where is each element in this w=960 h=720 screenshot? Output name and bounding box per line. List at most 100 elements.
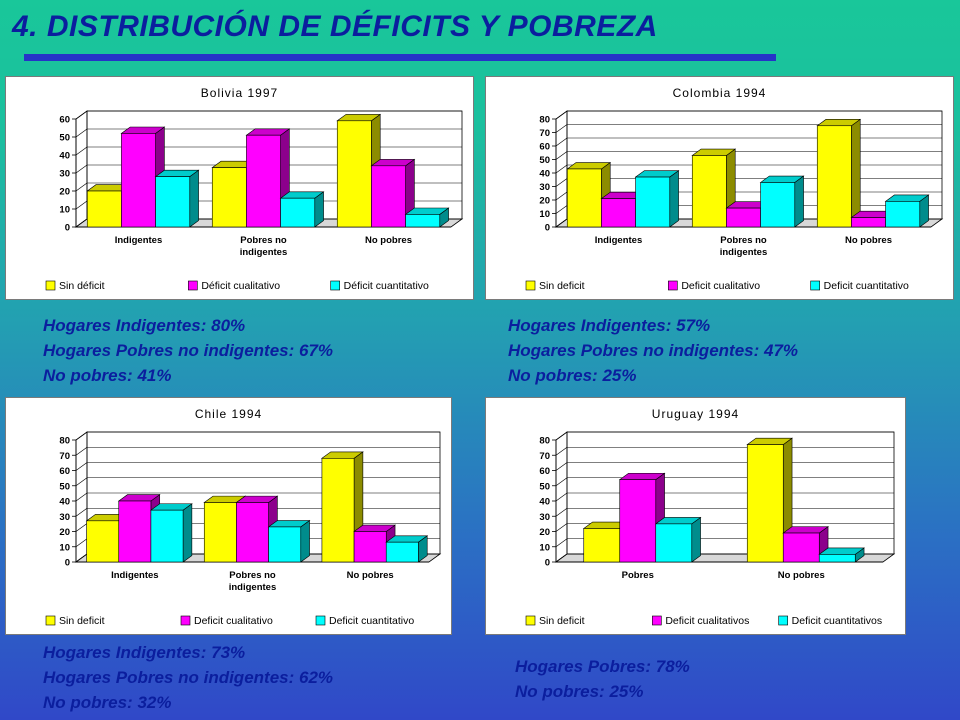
bar (86, 190, 122, 228)
y-tick-label: 0 (545, 223, 550, 234)
caption-line: No pobres: 25% (515, 682, 644, 701)
chart-panel-chile: Chile 1994 0 10 20 30 40 50 60 70 80 Indigentes Pob… (5, 397, 452, 635)
legend-label: Deficit cualitativo (194, 615, 273, 627)
legend-label: Sin deficit (539, 615, 585, 627)
x-tick-label: Pobres no (229, 570, 276, 581)
bar (118, 500, 152, 563)
gridline (555, 477, 568, 486)
bar-side (300, 519, 310, 563)
y-tick-label: 30 (59, 512, 70, 523)
bar (353, 531, 387, 563)
gridline (555, 137, 568, 147)
x-tick-label: Pobres no (720, 235, 767, 246)
gridline (555, 538, 568, 547)
x-tick-label: Indigentes (111, 570, 159, 581)
bar (321, 457, 355, 563)
legend-label: Déficit cuantitativo (344, 280, 429, 292)
chart-panel-colombia: Colombia 1994 0 10 20 30 40 50 60 70 80 Indigentes… (485, 76, 954, 300)
caption-line: Hogares Indigentes: 57% (508, 316, 711, 335)
legend-swatch (778, 615, 788, 626)
y-tick-label: 10 (539, 209, 550, 220)
x-tick-label: Indigentes (595, 235, 643, 246)
bar (385, 541, 419, 563)
bar (655, 523, 693, 563)
legend-swatch (180, 615, 191, 626)
legend-swatch (45, 280, 56, 291)
x-tick-label: Pobres (622, 570, 654, 581)
bar-side (794, 175, 804, 228)
chart-panel-uruguay: Uruguay 1994 0 10 20 30 40 50 60 70 80 Pobres No po… (485, 397, 906, 635)
bar (86, 520, 120, 563)
y-tick-label: 50 (59, 133, 70, 144)
bar-side (691, 516, 701, 563)
x-tick-label: No pobres (778, 570, 825, 581)
legend-swatch (525, 280, 536, 291)
gridline (555, 447, 568, 456)
legend-swatch (45, 615, 56, 626)
caption-chile: Hogares Indigentes: 73% Hogares Pobres n… (43, 640, 333, 715)
caption-line: Hogares Pobres: 78% (515, 657, 690, 676)
caption-line: No pobres: 41% (43, 366, 172, 385)
y-tick-label: 20 (59, 187, 70, 198)
gridline (555, 462, 568, 471)
x-tick-label: Pobres no (240, 235, 287, 246)
gridline (75, 218, 88, 228)
gridline (555, 523, 568, 532)
y-tick-label: 60 (59, 466, 70, 477)
gridline (75, 508, 88, 517)
y-tick-label: 10 (539, 542, 550, 553)
bar (246, 134, 281, 228)
chart-title: Chile 1994 (195, 407, 262, 421)
bar-side (182, 503, 193, 563)
y-tick-label: 50 (539, 155, 550, 166)
gridline (555, 553, 568, 563)
chart-title: Colombia 1994 (673, 86, 767, 100)
gridline (555, 431, 568, 441)
y-tick-label: 0 (65, 223, 70, 234)
gridline (75, 477, 88, 486)
chart-title: Uruguay 1994 (652, 407, 739, 421)
legend-label: Deficit cuantitativos (792, 615, 882, 627)
bar (280, 197, 316, 228)
y-tick-label: 80 (539, 115, 550, 126)
y-tick-label: 0 (545, 558, 550, 569)
gridline (555, 110, 568, 120)
bar (150, 509, 184, 563)
y-tick-label: 70 (59, 451, 70, 462)
gridline (555, 492, 568, 502)
bar (121, 133, 156, 228)
y-tick-label: 30 (59, 169, 70, 180)
y-tick-label: 60 (59, 115, 70, 126)
x-tick-label: Indigentes (115, 235, 163, 246)
legend-swatch (525, 615, 536, 626)
bar (691, 155, 727, 228)
gridline (555, 191, 568, 201)
legend-label: Deficit cualitativos (665, 615, 749, 627)
gridline (75, 110, 88, 120)
caption-uruguay: Hogares Pobres: 78% No pobres: 25% (515, 654, 690, 704)
y-tick-label: 70 (539, 128, 550, 139)
bar (726, 207, 761, 228)
gridline (75, 492, 88, 502)
legend-swatch (330, 280, 340, 291)
x-tick-label: No pobres (365, 235, 412, 246)
y-tick-label: 40 (539, 497, 550, 508)
bar (583, 528, 621, 563)
y-tick-label: 20 (539, 527, 550, 538)
gridline (75, 431, 88, 441)
bar-side (851, 118, 861, 228)
title-underline (24, 54, 776, 61)
bar (371, 165, 406, 228)
bar (268, 526, 302, 563)
gridline (555, 151, 568, 160)
gridline (75, 538, 88, 547)
y-tick-label: 40 (59, 151, 70, 162)
bar-side (669, 170, 679, 228)
legend-swatch (315, 615, 326, 626)
gridline (555, 218, 568, 228)
y-tick-label: 40 (59, 497, 70, 508)
bar (816, 125, 852, 228)
legend-swatch (810, 280, 820, 291)
x-tick-label: indigentes (720, 247, 768, 258)
caption-line: Hogares Pobres no indigentes: 67% (43, 341, 334, 360)
